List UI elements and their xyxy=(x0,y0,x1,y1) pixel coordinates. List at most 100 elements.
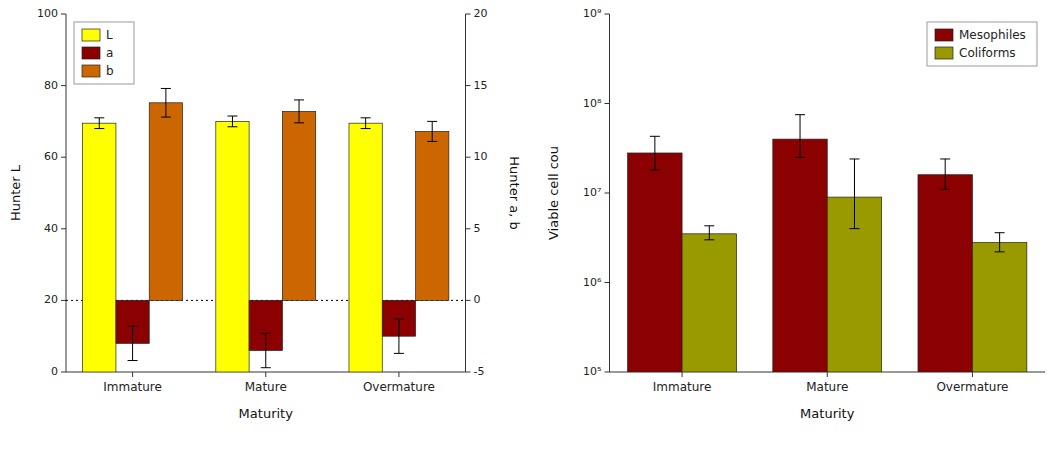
y-tick xyxy=(61,228,66,229)
error-cap xyxy=(261,333,271,334)
y-axis-label: Viable cell cou xyxy=(546,146,561,240)
x-tick xyxy=(682,372,683,377)
y2-tick xyxy=(466,372,471,373)
y2-tick-label: 10 xyxy=(474,150,488,163)
error-cap xyxy=(995,251,1005,252)
bar xyxy=(773,139,827,372)
y-tick xyxy=(605,14,610,15)
bar xyxy=(918,175,972,372)
error-stem xyxy=(654,136,655,170)
error-cap xyxy=(795,157,805,158)
error-bar xyxy=(427,121,437,141)
x-tick-label: Mature xyxy=(806,380,848,394)
error-cap xyxy=(361,117,371,118)
bar xyxy=(83,123,116,372)
y2-tick-label: -5 xyxy=(474,365,485,378)
error-cap xyxy=(94,117,104,118)
error-stem xyxy=(232,116,233,127)
legend-swatch xyxy=(935,47,953,59)
error-stem xyxy=(132,326,133,360)
error-bar xyxy=(261,333,271,367)
y-tick-label: 10⁹ xyxy=(583,7,601,20)
x-tick xyxy=(827,372,828,377)
error-cap xyxy=(227,126,237,127)
error-cap xyxy=(704,225,714,226)
y-tick xyxy=(61,14,66,15)
legend-swatch xyxy=(82,47,100,59)
x-tick xyxy=(265,372,266,377)
chart-canvas: 020406080100-505101520ImmatureMatureOver… xyxy=(0,0,1063,449)
legend-label: Coliforms xyxy=(959,46,1016,60)
error-cap xyxy=(294,99,304,100)
x-tick xyxy=(132,372,133,377)
bar xyxy=(349,123,382,372)
error-cap xyxy=(261,367,271,368)
error-cap xyxy=(940,158,950,159)
y-tick-label: 20 xyxy=(44,293,58,306)
bar xyxy=(216,121,249,372)
legend: Lab xyxy=(74,22,134,84)
plot-marks xyxy=(628,115,1027,372)
error-bar xyxy=(128,326,138,360)
error-stem xyxy=(999,233,1000,252)
error-bar xyxy=(704,226,714,240)
x-axis-label: Maturity xyxy=(800,406,855,421)
error-stem xyxy=(800,115,801,158)
error-stem xyxy=(432,121,433,141)
error-bar xyxy=(94,118,104,129)
error-cap xyxy=(650,170,660,171)
error-cap xyxy=(940,189,950,190)
error-cap xyxy=(849,228,859,229)
bar xyxy=(149,103,182,301)
y2-tick xyxy=(466,14,471,15)
x-tick-label: Immature xyxy=(103,380,162,394)
bar xyxy=(282,111,315,300)
y-axis xyxy=(66,14,67,372)
y2-axis xyxy=(465,14,466,372)
error-cap xyxy=(704,239,714,240)
bar xyxy=(972,242,1026,372)
y-tick-label: 0 xyxy=(51,365,58,378)
error-cap xyxy=(227,116,237,117)
legend-swatch xyxy=(935,29,953,41)
plot-marks xyxy=(66,88,466,372)
error-stem xyxy=(299,100,300,123)
error-cap xyxy=(294,122,304,123)
y-tick-label: 10⁷ xyxy=(583,186,601,199)
legend-label: b xyxy=(106,64,114,78)
y-tick-label: 40 xyxy=(44,222,58,235)
error-bar xyxy=(995,233,1005,252)
error-stem xyxy=(854,159,855,229)
y2-tick-label: 15 xyxy=(474,79,488,92)
y-tick xyxy=(605,193,610,194)
x-axis-label: Maturity xyxy=(239,406,294,421)
error-cap xyxy=(427,121,437,122)
error-bar xyxy=(161,88,171,117)
error-bar xyxy=(849,159,859,229)
x-tick xyxy=(398,372,399,377)
bar xyxy=(416,131,449,300)
y-tick xyxy=(61,372,66,373)
x-tick-label: Overmature xyxy=(363,380,435,394)
y-tick-label: 10⁵ xyxy=(583,365,601,378)
legend-label: a xyxy=(106,46,113,60)
y2-tick-label: 20 xyxy=(474,7,488,20)
legend-label: L xyxy=(106,28,113,42)
legend-box xyxy=(927,22,1037,66)
error-cap xyxy=(361,128,371,129)
error-cap xyxy=(995,232,1005,233)
error-cap xyxy=(427,141,437,142)
x-tick-label: Mature xyxy=(245,380,287,394)
error-stem xyxy=(365,118,366,129)
error-cap xyxy=(394,353,404,354)
y-axis-label: Hunter L xyxy=(8,164,23,221)
y-tick-label: 10⁸ xyxy=(583,97,602,110)
y-tick-label: 100 xyxy=(37,7,58,20)
y-tick-label: 60 xyxy=(44,150,58,163)
y-tick xyxy=(61,85,66,86)
error-bar xyxy=(294,100,304,123)
legend-swatch xyxy=(82,65,100,77)
y2-tick-label: 5 xyxy=(474,222,481,235)
error-cap xyxy=(394,319,404,320)
legend-label: Mesophiles xyxy=(959,28,1026,42)
